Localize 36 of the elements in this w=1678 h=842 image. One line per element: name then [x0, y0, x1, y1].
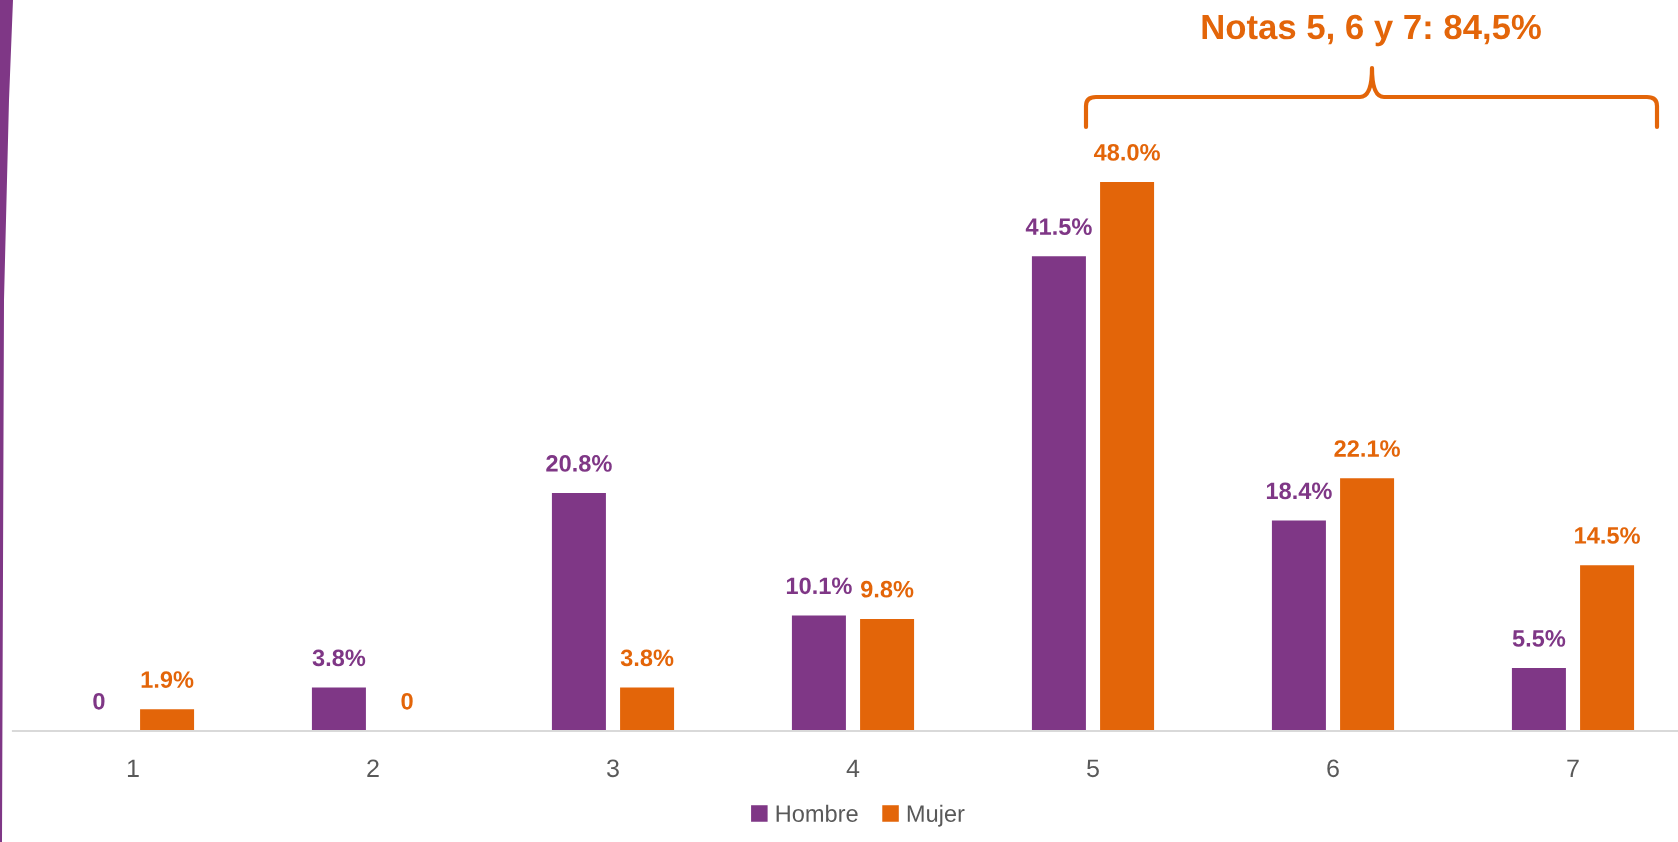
legend-label: Mujer — [907, 804, 965, 827]
x-tick-label: 5 — [1087, 759, 1099, 778]
bar — [1271, 520, 1326, 731]
data-label: 1.9% — [141, 671, 194, 688]
data-label: 3.8% — [620, 649, 674, 667]
bar — [1340, 478, 1395, 731]
data-label: 14.5% — [1575, 527, 1640, 544]
x-tick-label: 6 — [1327, 759, 1339, 778]
bar — [140, 709, 195, 731]
x-tick-label: 7 — [1567, 759, 1579, 777]
bar — [311, 687, 366, 731]
x-tick-label: 1 — [127, 759, 139, 777]
bar — [620, 687, 675, 731]
bar — [1511, 668, 1566, 731]
text: Notas 5, 6 y 7: 84,5% — [1202, 14, 1541, 47]
data-label: 9.8% — [860, 580, 914, 598]
bar — [791, 615, 846, 731]
bar — [1580, 565, 1635, 731]
data-label: 41.5% — [1025, 218, 1092, 236]
data-label: 5.5% — [1512, 630, 1566, 647]
data-label: 0 — [93, 692, 105, 710]
bar — [1100, 182, 1155, 731]
data-label: 10.1% — [786, 577, 852, 595]
legend-label: Hombre — [776, 804, 858, 822]
bar — [860, 618, 915, 731]
bar — [1031, 256, 1086, 731]
data-label: 18.4% — [1266, 482, 1332, 500]
data-label: 0 — [401, 692, 413, 710]
data-label: 22.1% — [1334, 440, 1400, 457]
x-tick-label: 3 — [607, 759, 619, 778]
data-label: 48.0% — [1093, 143, 1160, 161]
x-tick-label: 2 — [367, 759, 379, 777]
bar — [551, 493, 606, 731]
data-label: 3.8% — [312, 649, 366, 667]
x-tick-label: 4 — [846, 759, 860, 777]
data-label: 20.8% — [546, 455, 612, 472]
